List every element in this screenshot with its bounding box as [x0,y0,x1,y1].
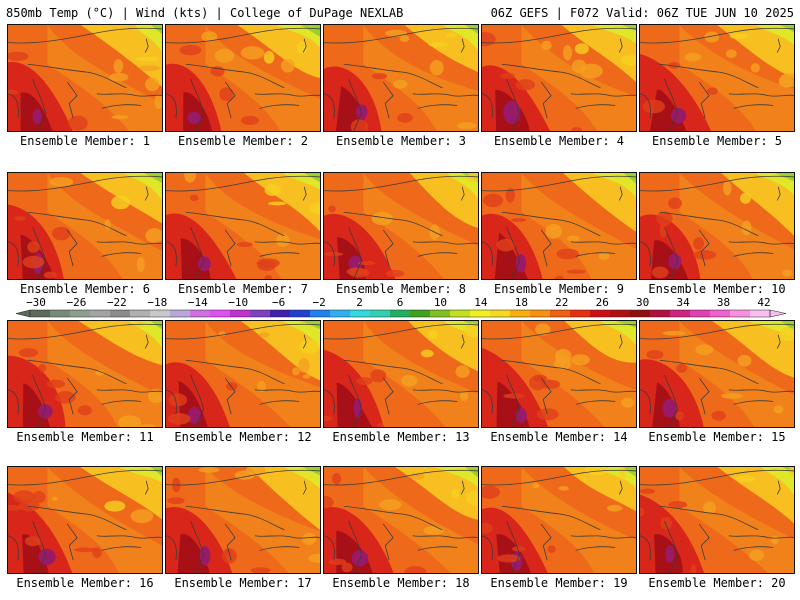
ensemble-member-map [165,320,321,428]
ensemble-member-map [7,172,163,280]
colorbar-tick: 42 [757,296,771,309]
ensemble-member-label: Ensemble Member: 16 [16,576,154,590]
ensemble-member-map [165,172,321,280]
colorbar-tick: −2 [312,296,326,309]
colorbar-tick: 30 [636,296,650,309]
colorbar-tick: −14 [187,296,208,309]
ensemble-member-map [323,24,479,132]
ensemble-member-label: Ensemble Member: 1 [19,134,151,148]
ensemble-member-label: Ensemble Member: 12 [174,430,312,444]
ensemble-member-label: Ensemble Member: 15 [648,430,786,444]
ensemble-member-label: Ensemble Member: 3 [335,134,467,148]
ensemble-member-map [323,172,479,280]
colorbar-tick: −26 [66,296,87,309]
ensemble-member-map [7,320,163,428]
ensemble-member-map [165,24,321,132]
ensemble-member-map [639,320,795,428]
ensemble-member-label: Ensemble Member: 10 [648,282,786,296]
ensemble-member-label: Ensemble Member: 6 [19,282,151,296]
colorbar-tick: 10 [433,296,448,309]
colorbar-tick: 34 [676,296,690,309]
ensemble-member-label: Ensemble Member: 4 [493,134,625,148]
ensemble-member-map [165,466,321,574]
ensemble-member-map [7,466,163,574]
colorbar-tick: 2 [356,296,363,309]
ensemble-member-map [481,320,637,428]
ensemble-member-label: Ensemble Member: 19 [490,576,628,590]
colorbar-tick: 6 [396,296,404,309]
ensemble-member-map [639,172,795,280]
ensemble-member-label: Ensemble Member: 11 [16,430,154,444]
colorbar-tick: 22 [555,296,569,309]
colorbar-tick: −6 [272,296,286,309]
model-valid-time: 06Z GEFS | F072 Valid: 06Z TUE JUN 10 20… [490,6,794,20]
ensemble-member-label: Ensemble Member: 20 [648,576,786,590]
ensemble-member-map [323,466,479,574]
ensemble-member-map [323,320,479,428]
colorbar-tick: −30 [26,296,46,309]
colorbar-tick: 26 [595,296,609,309]
ensemble-member-label: Ensemble Member: 5 [651,134,783,148]
ensemble-member-label: Ensemble Member: 2 [177,134,309,148]
colorbar-tick: 38 [716,296,731,309]
colorbar-tick: 18 [514,296,528,309]
map-title: 850mb Temp (°C) | Wind (kts) | College o… [6,6,404,20]
ensemble-member-map [481,466,637,574]
ensemble-member-map [639,24,795,132]
colorbar-tick: −22 [106,296,127,309]
temperature-colorbar [15,309,787,318]
ensemble-member-label: Ensemble Member: 7 [177,282,309,296]
ensemble-member-label: Ensemble Member: 14 [490,430,628,444]
colorbar-tick: 14 [474,296,488,309]
colorbar-tick: −18 [147,296,168,309]
ensemble-member-map [481,172,637,280]
ensemble-member-label: Ensemble Member: 9 [493,282,625,296]
ensemble-member-map [7,24,163,132]
ensemble-member-map [481,24,637,132]
ensemble-member-label: Ensemble Member: 13 [332,430,470,444]
ensemble-member-map [639,466,795,574]
ensemble-member-label: Ensemble Member: 18 [332,576,470,590]
ensemble-member-label: Ensemble Member: 17 [174,576,312,590]
ensemble-member-label: Ensemble Member: 8 [335,282,467,296]
colorbar-tick: −10 [228,296,249,309]
